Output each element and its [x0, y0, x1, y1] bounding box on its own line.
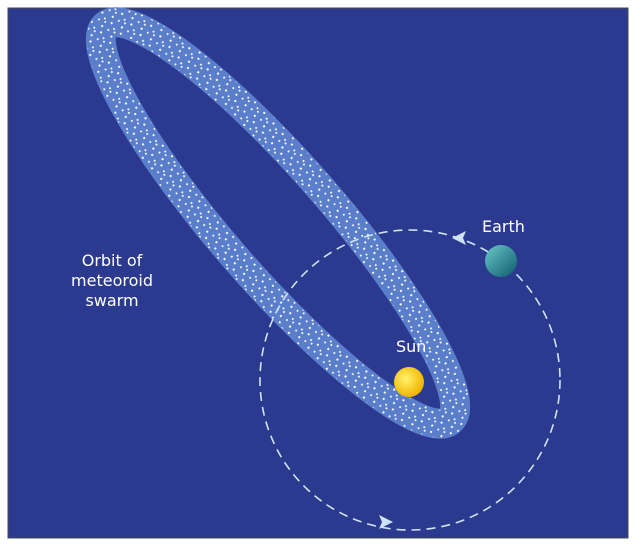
orbit-label: meteoroid — [71, 271, 153, 290]
diagram: Earth Sun Orbit of meteoroid swarm — [0, 0, 636, 546]
earth-label: Earth — [482, 217, 525, 236]
sun — [394, 367, 424, 397]
earth — [485, 245, 517, 277]
sun-label: Sun — [396, 337, 426, 356]
orbit-label: swarm — [85, 291, 138, 310]
orbit-label: Orbit of — [82, 251, 143, 270]
